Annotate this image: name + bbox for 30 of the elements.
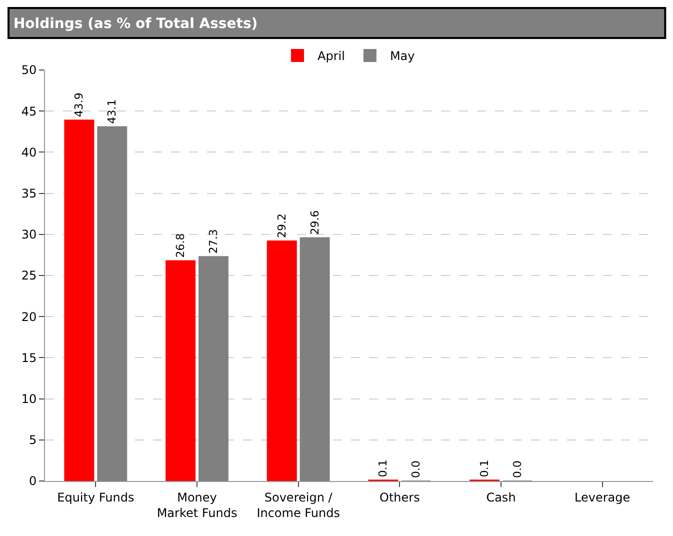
chart-title: Holdings (as % of Total Assets) — [13, 16, 258, 32]
legend-label: May — [390, 49, 415, 64]
x-tick-label: Others — [380, 490, 420, 504]
data-label: 0.0 — [510, 460, 524, 478]
data-label: 29.6 — [308, 210, 322, 235]
data-label: 26.8 — [174, 233, 188, 258]
y-tick-label: 50 — [21, 63, 37, 78]
x-tick-label: Equity Funds — [57, 490, 134, 504]
data-label: 0.1 — [478, 460, 492, 478]
y-tick-label: 45 — [21, 104, 37, 118]
y-tick-label: 20 — [21, 310, 37, 324]
y-tick-label: 5 — [28, 433, 37, 448]
legend-label: April — [318, 49, 345, 64]
y-tick-label: 35 — [21, 186, 37, 200]
y-tick-label: 0 — [28, 474, 37, 488]
y-tick-label: 15 — [21, 350, 37, 365]
x-tick-label: Money Market Funds — [156, 490, 238, 520]
data-label: 29.2 — [275, 213, 288, 238]
data-label: 43.1 — [106, 99, 119, 124]
data-label: 0.0 — [410, 460, 423, 478]
y-tick-label: 30 — [21, 228, 37, 242]
data-label: 27.3 — [206, 229, 220, 254]
y-tick-label: 10 — [21, 392, 37, 406]
x-tick-label: Cash — [486, 490, 516, 504]
data-label: 43.9 — [72, 92, 86, 118]
y-tick-label: 25 — [21, 268, 37, 283]
x-tick-label: Leverage — [574, 490, 630, 504]
y-tick-label: 40 — [21, 145, 37, 160]
data-label: 0.1 — [376, 460, 390, 478]
x-tick-label: Sovereign / Income Funds — [256, 490, 340, 520]
